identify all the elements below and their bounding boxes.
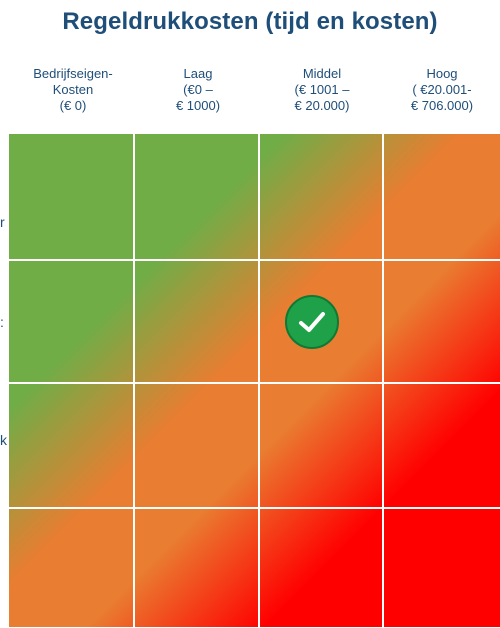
checkmark-glyph <box>299 312 325 332</box>
column-header-line: Laag <box>183 66 213 81</box>
grid-line <box>9 382 500 384</box>
grid-line <box>258 134 260 627</box>
column-header-line: € 1000) <box>175 98 221 113</box>
column-header-line: (€0 – <box>183 82 213 97</box>
column-header-line: € 706.000) <box>410 98 474 113</box>
column-header-line: ( €20.001- <box>412 82 472 97</box>
column-header-line: Middel <box>302 66 342 81</box>
row-label-fragment: : <box>0 314 4 330</box>
column-header-line: Bedrijfseigen- <box>33 66 113 81</box>
row-label-fragment: r <box>0 214 5 230</box>
checkmark-icon <box>285 295 339 349</box>
row-label-fragment: k <box>0 432 7 448</box>
matrix-title: Regeldrukkosten (tijd en kosten) <box>62 8 438 35</box>
column-header-middel: Middel (€ 1001 – € 20.000) <box>260 66 384 114</box>
grid-line <box>9 259 500 261</box>
column-header-hoog: Hoog ( €20.001- € 706.000) <box>384 66 500 114</box>
column-header-line: (€ 1001 – <box>294 82 350 97</box>
grid-line <box>9 507 500 509</box>
column-header-laag: Laag (€0 – € 1000) <box>136 66 260 114</box>
grid-line <box>382 134 384 627</box>
column-header-bedrijfseigen: Bedrijfseigen- Kosten (€ 0) <box>10 66 136 114</box>
grid-line <box>133 134 135 627</box>
column-header-line: € 20.000) <box>294 98 350 113</box>
risk-matrix <box>9 134 500 627</box>
column-header-line: Hoog <box>426 66 458 81</box>
column-header-line: Kosten <box>52 82 94 97</box>
column-header-line: (€ 0) <box>59 98 87 113</box>
